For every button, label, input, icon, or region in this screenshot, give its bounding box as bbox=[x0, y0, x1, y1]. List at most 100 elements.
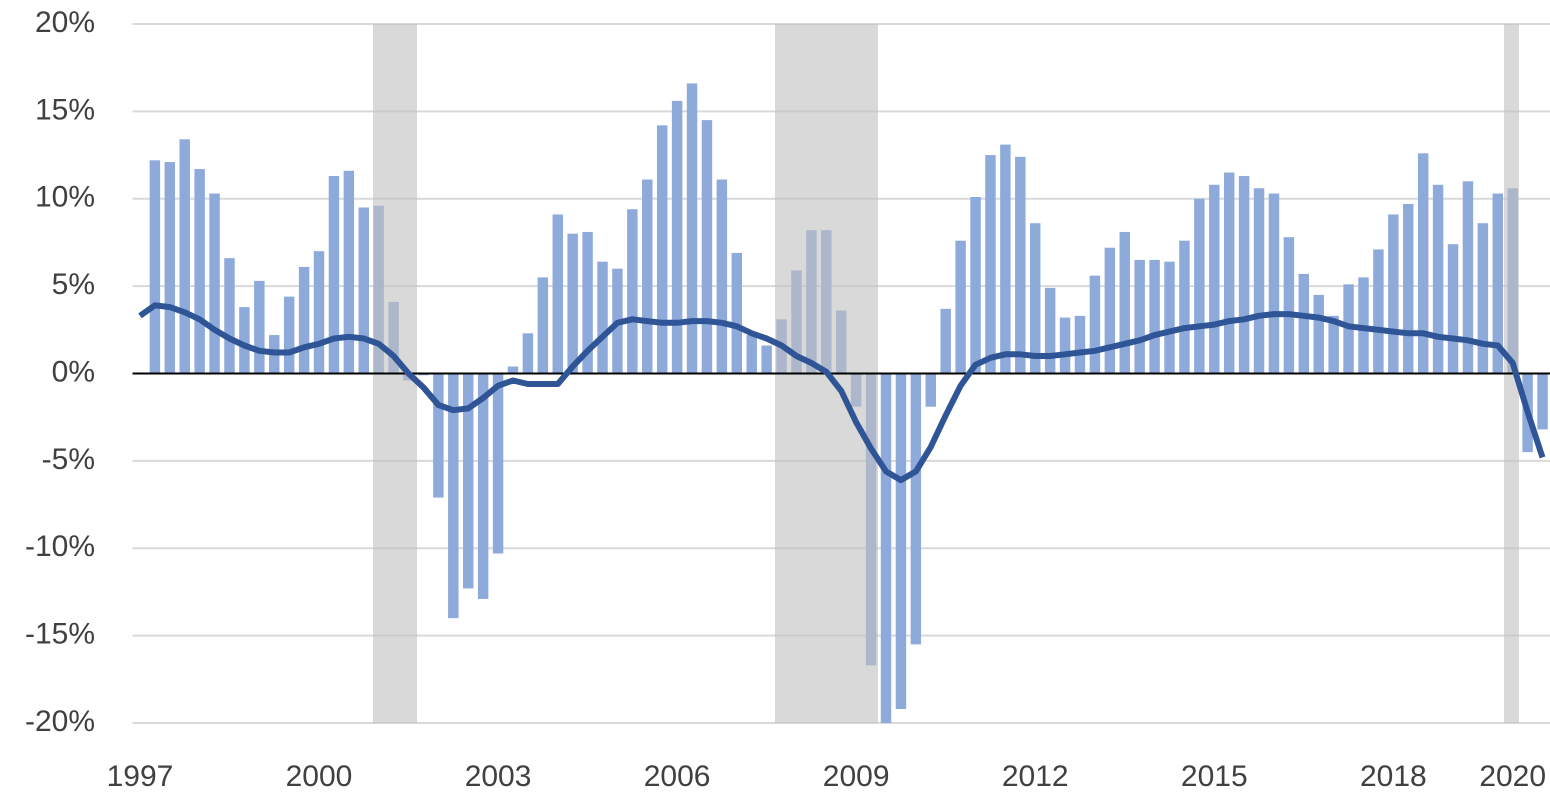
bar bbox=[1492, 193, 1503, 374]
bar bbox=[1373, 249, 1384, 374]
bar bbox=[597, 261, 608, 374]
bar bbox=[925, 373, 936, 407]
x-tick-label: 2018 bbox=[1360, 760, 1427, 793]
bar bbox=[1432, 184, 1444, 374]
bar bbox=[1089, 275, 1101, 374]
bar bbox=[254, 280, 265, 374]
x-tick-label: 2003 bbox=[465, 760, 532, 793]
y-tick-label: 15% bbox=[35, 93, 95, 126]
bar bbox=[880, 373, 892, 723]
bar bbox=[507, 366, 519, 374]
bar bbox=[1253, 188, 1265, 374]
y-tick-label: -20% bbox=[25, 705, 95, 738]
line bbox=[138, 302, 1546, 484]
bar bbox=[463, 373, 474, 589]
bar bbox=[328, 176, 340, 374]
bar bbox=[164, 162, 176, 374]
bar bbox=[1074, 315, 1086, 374]
y-tick-label: 5% bbox=[52, 268, 95, 301]
bar bbox=[358, 207, 369, 374]
bar bbox=[239, 307, 250, 374]
bar bbox=[701, 120, 713, 374]
bar bbox=[1164, 261, 1175, 374]
bar bbox=[1403, 203, 1414, 374]
bar bbox=[1447, 244, 1459, 374]
bar bbox=[731, 252, 743, 374]
bar bbox=[567, 233, 578, 374]
y-tick-label: -5% bbox=[42, 443, 95, 476]
bar bbox=[1313, 294, 1324, 374]
bar bbox=[985, 155, 996, 374]
bar bbox=[522, 333, 534, 374]
bar bbox=[1030, 223, 1041, 374]
bar bbox=[955, 240, 966, 374]
bar bbox=[582, 231, 593, 374]
bar bbox=[1477, 223, 1489, 374]
bar bbox=[313, 251, 325, 374]
bar bbox=[1119, 231, 1130, 374]
bar bbox=[194, 169, 205, 374]
bar bbox=[1000, 144, 1011, 374]
bar bbox=[298, 266, 310, 374]
bar bbox=[716, 179, 728, 374]
bar bbox=[1417, 153, 1429, 374]
bar bbox=[1209, 184, 1220, 374]
lines bbox=[132, 302, 1550, 484]
y-tick-label: 10% bbox=[35, 181, 95, 214]
bar bbox=[656, 125, 668, 374]
bar bbox=[1283, 237, 1295, 374]
x-tick-label: 2000 bbox=[286, 760, 353, 793]
bar bbox=[761, 345, 772, 374]
bar bbox=[1268, 193, 1280, 374]
bar bbox=[537, 277, 549, 374]
bar bbox=[1194, 198, 1205, 374]
bar bbox=[1223, 172, 1235, 374]
bars bbox=[149, 83, 1548, 723]
bar bbox=[627, 209, 638, 374]
bar bbox=[1328, 315, 1339, 374]
bar bbox=[433, 373, 444, 498]
y-tick-label: 0% bbox=[52, 355, 95, 388]
x-tick-label: 2020 bbox=[1479, 760, 1546, 793]
bar bbox=[1044, 287, 1056, 374]
y-tick-label: -15% bbox=[25, 618, 95, 651]
x-tick-label: 2006 bbox=[644, 760, 711, 793]
bar bbox=[746, 335, 757, 374]
bar bbox=[642, 179, 653, 374]
bar bbox=[671, 100, 683, 374]
bar bbox=[1149, 259, 1160, 374]
bar bbox=[1537, 373, 1548, 430]
bar bbox=[940, 308, 951, 374]
bar bbox=[283, 296, 295, 374]
x-tick-label: 1997 bbox=[107, 760, 174, 793]
labels: -20% -15% -10% -5% 0% 5% 10% 15% 20% 1997 2000 2003… bbox=[25, 6, 1546, 793]
bar bbox=[149, 160, 161, 374]
bar bbox=[1462, 181, 1474, 374]
bar bbox=[910, 373, 922, 645]
bar bbox=[1104, 247, 1116, 374]
bar bbox=[895, 373, 907, 710]
y-tick-label: -10% bbox=[25, 530, 95, 563]
bar bbox=[1388, 214, 1399, 374]
bar bbox=[343, 170, 355, 374]
bar bbox=[1298, 273, 1310, 374]
x-tick-label: 2012 bbox=[1002, 760, 1069, 793]
bar bbox=[209, 193, 220, 374]
bar bbox=[1059, 317, 1071, 374]
bar bbox=[1134, 259, 1145, 374]
y-tick-label: 20% bbox=[35, 6, 95, 39]
bar bbox=[448, 373, 459, 619]
bar bbox=[477, 373, 489, 599]
bar bbox=[224, 258, 235, 374]
bar bbox=[492, 373, 504, 554]
bar bbox=[1238, 176, 1250, 374]
x-tick-label: 2015 bbox=[1181, 760, 1248, 793]
x-tick-label: 2009 bbox=[823, 760, 890, 793]
bar bbox=[552, 214, 563, 374]
bar bbox=[970, 197, 981, 374]
bar bbox=[1015, 156, 1026, 374]
bar bbox=[686, 83, 698, 374]
bar bbox=[1179, 240, 1190, 374]
bar bbox=[179, 139, 190, 374]
